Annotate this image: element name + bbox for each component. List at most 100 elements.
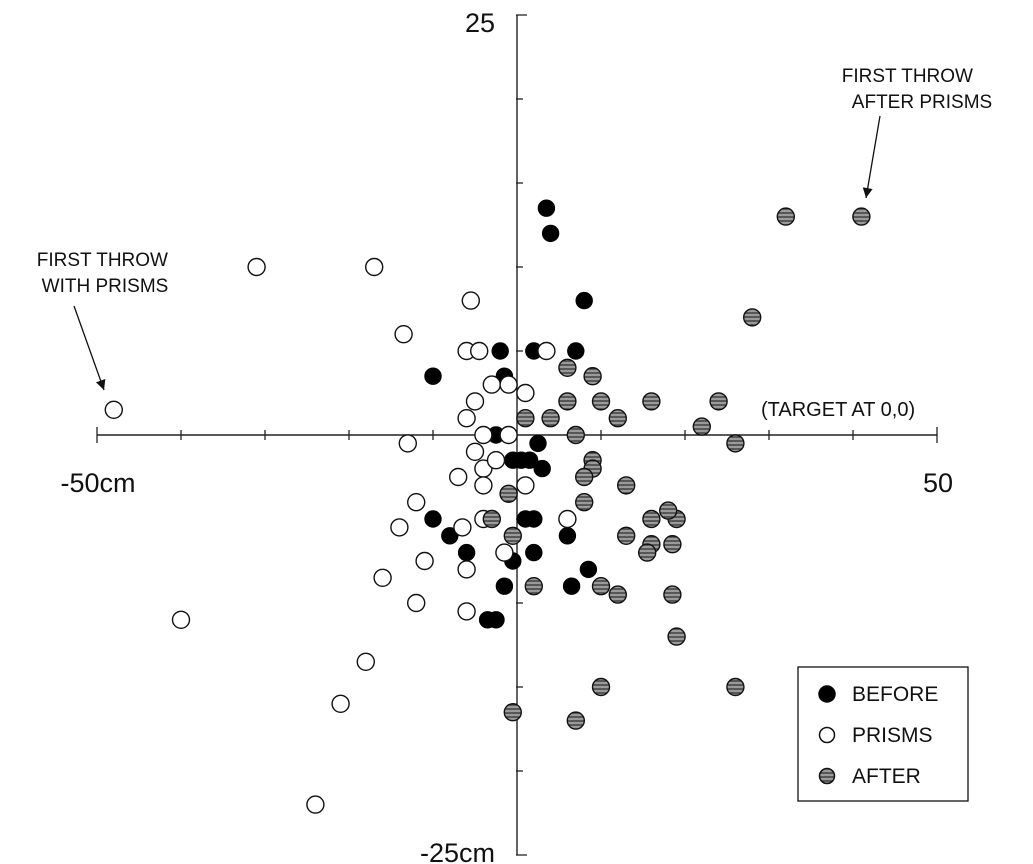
point-prisms (461, 291, 480, 310)
point-before (424, 367, 442, 385)
point-prisms (495, 543, 514, 562)
point-after (617, 526, 636, 545)
point-before (525, 510, 543, 528)
point-after (659, 501, 678, 520)
point-after (575, 493, 594, 512)
annotation-first-throw-after-prisms: FIRST THROW AFTER PRISMS (842, 66, 992, 199)
point-prisms (171, 610, 191, 629)
point-after (524, 577, 543, 596)
point-after (852, 207, 871, 226)
annotation-arrow (862, 115, 881, 199)
point-prisms (104, 400, 124, 419)
legend-marker-before (818, 685, 836, 703)
point-prisms (499, 375, 518, 394)
point-before (575, 291, 593, 310)
point-after (482, 509, 501, 529)
point-prisms (465, 442, 485, 461)
point-prisms (537, 341, 556, 361)
x-min-tick-label: -50cm (60, 468, 135, 498)
point-before (541, 224, 560, 243)
point-after (743, 308, 762, 327)
point-prisms (407, 593, 426, 613)
point-after (726, 434, 745, 453)
point-prisms (398, 434, 417, 453)
point-prisms (394, 325, 413, 344)
point-before (562, 577, 581, 595)
point-after (503, 703, 522, 722)
legend: BEFORE PRISMS AFTER (797, 666, 969, 802)
point-prisms (373, 568, 392, 587)
point-prisms (449, 467, 468, 487)
point-prisms (331, 694, 350, 713)
point-prisms (516, 383, 535, 403)
point-after (541, 409, 560, 428)
point-after (663, 535, 682, 554)
point-before (491, 342, 509, 360)
point-prisms (499, 425, 518, 445)
data-points (104, 199, 871, 814)
point-after (583, 367, 602, 386)
point-before (495, 577, 514, 595)
tick-marks (96, 14, 938, 856)
point-prisms (247, 257, 266, 277)
point-prisms (474, 425, 493, 445)
point-after (667, 627, 686, 646)
annotation-line: FIRST THROW (37, 250, 168, 271)
point-before (567, 342, 585, 360)
y-min-tick-label: -25cm (420, 838, 495, 864)
point-prisms (486, 451, 506, 470)
point-prisms (465, 392, 485, 411)
point-after (776, 207, 795, 226)
legend-marker-prisms (818, 726, 836, 744)
point-prisms (474, 476, 493, 495)
point-prisms (306, 795, 325, 814)
point-after (591, 392, 611, 411)
annotation-line: WITH PRISMS (42, 276, 169, 297)
annotation-first-throw-with-prisms: FIRST THROW WITH PRISMS (37, 250, 174, 391)
point-after (558, 392, 577, 411)
point-after (566, 711, 585, 730)
point-prisms (365, 257, 384, 277)
point-after (575, 467, 594, 487)
point-after (591, 677, 611, 697)
point-before (579, 560, 598, 579)
point-prisms (558, 509, 577, 529)
point-before (520, 451, 539, 469)
point-before (457, 543, 476, 562)
annotation-line: FIRST THROW (842, 66, 973, 87)
point-after (499, 484, 518, 503)
point-prisms (516, 476, 535, 495)
point-prisms (482, 375, 501, 394)
target-label: (TARGET AT 0,0) (761, 399, 915, 421)
point-before (441, 527, 459, 545)
point-before (525, 543, 543, 562)
point-after (591, 577, 611, 596)
point-prisms (457, 560, 476, 579)
point-prisms (415, 551, 434, 571)
legend-marker-after (818, 767, 836, 785)
point-before (533, 459, 551, 478)
point-after (726, 677, 745, 697)
point-after (692, 417, 711, 436)
point-after (558, 358, 577, 377)
x-max-tick-label: 50 (923, 468, 953, 498)
legend-label-prisms: PRISMS (852, 724, 933, 747)
point-prisms (356, 652, 375, 671)
legend-label-before: BEFORE (852, 683, 938, 706)
point-after (516, 409, 535, 428)
legend-label-after: AFTER (852, 765, 921, 788)
point-after (642, 392, 661, 411)
point-before (558, 527, 577, 545)
point-prisms (407, 493, 426, 512)
point-prisms (453, 518, 472, 537)
point-prisms (457, 409, 476, 428)
point-after (608, 585, 627, 604)
annotation-arrow (73, 305, 106, 391)
point-prisms (470, 341, 489, 361)
svg-text:FIRST THROW WITH PRISMS: FIRST THROW WITH PRISMS (37, 250, 174, 297)
svg-text:FIRST THROW AFTER PRISMS: FIRST THROW AFTER PRISMS (842, 66, 992, 113)
point-prisms (457, 602, 476, 621)
point-after (617, 476, 636, 495)
point-after (709, 392, 728, 411)
